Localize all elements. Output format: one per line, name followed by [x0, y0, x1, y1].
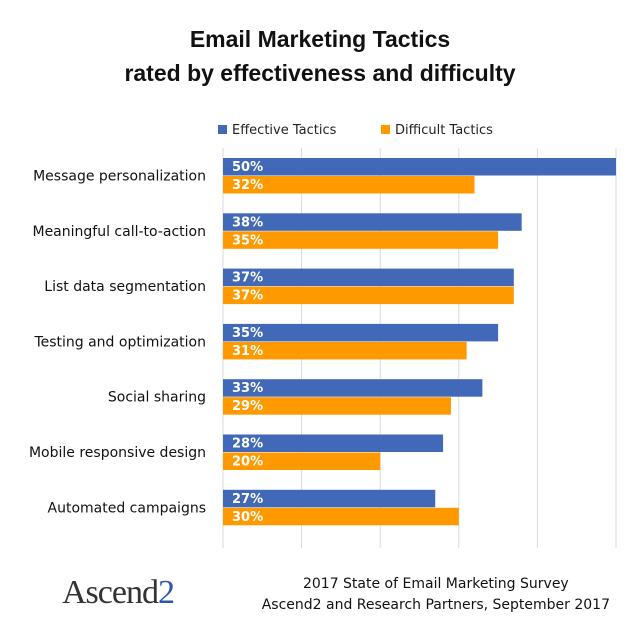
category-label: Mobile responsive design: [29, 445, 206, 461]
bar-value-label: 37%: [232, 289, 263, 304]
bar-difficult: [223, 231, 499, 249]
bar-value-label: 29%: [232, 399, 263, 414]
title-line-1: Email Marketing Tactics: [189, 26, 451, 52]
category-label: Social sharing: [108, 390, 206, 406]
bar-difficult: [223, 507, 459, 526]
bar-effective: [223, 489, 436, 508]
category-label: Meaningful call-to-action: [32, 224, 206, 240]
title-line-2: rated by effectiveness and difficulty: [124, 60, 516, 86]
category-label: Automated campaigns: [48, 500, 206, 516]
bar-value-label: 27%: [232, 492, 263, 507]
legend-swatch-1: [381, 125, 390, 134]
bar-effective: [223, 268, 514, 287]
bar-value-label: 30%: [232, 510, 263, 525]
ascend2-logo: Ascend2: [62, 574, 175, 611]
source-footer: 2017 State of Email Marketing Survey Asc…: [262, 574, 610, 616]
bar-value-label: 28%: [232, 437, 263, 452]
bar-difficult: [223, 286, 514, 305]
bar-value-label: 50%: [232, 160, 263, 175]
footer-line-1: 2017 State of Email Marketing Survey: [302, 576, 569, 592]
bar-value-label: 20%: [232, 455, 263, 470]
bar-value-label: 32%: [232, 178, 263, 193]
bar-value-label: 33%: [232, 381, 263, 396]
bar-value-label: 37%: [232, 271, 263, 286]
bar-difficult: [223, 341, 467, 360]
bar-effective: [223, 158, 616, 176]
bar-difficult: [223, 176, 475, 194]
bar-value-label: 35%: [232, 326, 263, 341]
legend-label-1: Difficult Tactics: [395, 123, 493, 138]
bar-difficult: [223, 397, 451, 415]
bar-effective: [223, 379, 483, 397]
bar-value-label: 38%: [232, 215, 263, 230]
bar-effective: [223, 213, 522, 231]
bar-difficult: [223, 452, 381, 470]
chart-title: Email Marketing Tactics rated by effecti…: [0, 22, 640, 90]
bar-value-label: 31%: [232, 344, 263, 359]
legend-label-0: Effective Tactics: [232, 123, 337, 138]
category-label: Message personalization: [33, 169, 206, 185]
category-label: Testing and optimization: [33, 334, 206, 350]
bar-effective: [223, 323, 499, 342]
legend-swatch-0: [218, 125, 227, 134]
footer-line-2: Ascend2 and Research Partners, September…: [261, 597, 610, 613]
bar-effective: [223, 434, 444, 452]
category-label: List data segmentation: [44, 279, 206, 295]
bar-value-label: 35%: [232, 233, 263, 248]
